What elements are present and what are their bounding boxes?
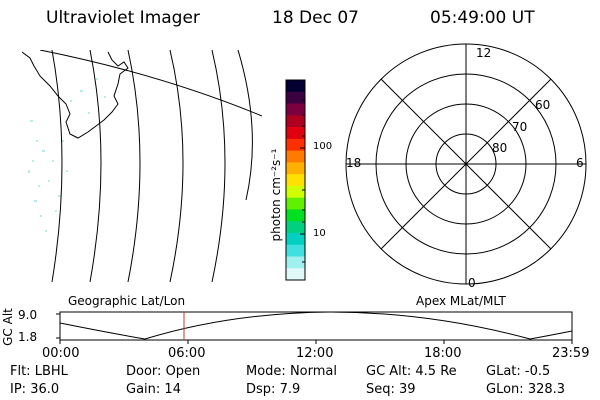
colorbar-band — [286, 138, 305, 152]
colorbar-band — [286, 232, 305, 246]
status-dsp-label: Dsp: — [246, 382, 276, 397]
lat-label-80: 80 — [492, 141, 508, 155]
colorbar-unit-label: photon cm⁻²s⁻¹ — [269, 148, 283, 242]
orbit-xtick-2: 12:00 — [296, 346, 334, 361]
time-label: 05:49:00 UT — [430, 8, 535, 28]
status-ip-value: 36.0 — [30, 382, 60, 397]
status-seq-value: 39 — [399, 382, 416, 397]
polar-plot — [345, 43, 587, 285]
status-dsp: Dsp: 7.9 — [246, 382, 300, 397]
status-mode-value: Normal — [289, 364, 337, 379]
altitude-curve — [59, 311, 573, 340]
status-mode-label: Mode: — [246, 364, 286, 379]
orbit-ylabel: GC Alt — [1, 308, 15, 346]
status-ip: IP: 36.0 — [10, 382, 59, 397]
colorbar-band — [286, 256, 305, 269]
mlt-diagonal-2 — [380, 78, 552, 250]
orbit-strip-frame — [59, 311, 573, 341]
status-gain-value: 14 — [164, 382, 181, 397]
colorbar-band — [286, 162, 305, 175]
status-dsp-value: 7.9 — [279, 382, 301, 397]
colorbar-band — [286, 91, 305, 105]
geographic-title: Geographic Lat/Lon — [68, 294, 186, 308]
colorbar-band — [286, 103, 305, 116]
orbit-ytick-bottom: 1.8 — [18, 330, 38, 344]
status-filter-value: LBHL — [34, 364, 68, 379]
mlt-label-dawn: 6 — [576, 156, 584, 170]
status-glon: GLon: 328.3 — [486, 382, 565, 397]
status-glon-value: 328.3 — [527, 382, 566, 397]
mlt-label-dusk: 18 — [346, 156, 362, 170]
orbit-ytick-top: 9.0 — [18, 308, 38, 322]
status-filter-label: Flt: — [10, 364, 31, 379]
colorbar-band — [286, 115, 305, 128]
status-gain-label: Gain: — [126, 382, 161, 397]
status-door-value: Open — [165, 364, 201, 379]
status-gc-alt-value: 4.5 Re — [415, 364, 457, 379]
mlt-label-midnight: 0 — [468, 276, 476, 290]
colorbar-tick-100: 100 — [313, 141, 333, 152]
colorbar-band — [286, 221, 305, 234]
lat-label-60: 60 — [535, 98, 551, 112]
status-gc-alt-label: GC Alt: — [366, 364, 412, 379]
colorbar-band — [286, 244, 305, 258]
status-glat-value: -0.5 — [524, 364, 551, 379]
geographic-map — [22, 50, 262, 282]
colorbar-band — [286, 174, 305, 187]
colorbar-band — [286, 185, 305, 199]
auroral-emission-speckle — [28, 78, 106, 232]
status-seq: Seq: 39 — [366, 382, 416, 397]
colorbar-band — [286, 268, 305, 281]
orbit-xtick-0: 00:00 — [42, 346, 80, 361]
colorbar-tick-10: 10 — [313, 228, 326, 239]
colorbar — [286, 80, 305, 281]
status-glat-label: GLat: — [486, 364, 521, 379]
instrument-title: Ultraviolet Imager — [46, 8, 200, 28]
longitude-lines — [51, 50, 253, 282]
colorbar-band — [286, 127, 305, 140]
status-seq-label: Seq: — [366, 382, 395, 397]
status-filter: Flt: LBHL — [10, 364, 68, 379]
orbit-xtick-3: 18:00 — [424, 346, 462, 361]
status-glat: GLat: -0.5 — [486, 364, 550, 379]
colorbar-ticks — [300, 99, 305, 263]
status-gain: Gain: 14 — [126, 382, 181, 397]
terminator-line — [39, 50, 262, 117]
coastline — [22, 51, 129, 139]
status-glon-label: GLon: — [486, 382, 524, 397]
status-ip-label: IP: — [10, 382, 27, 397]
colorbar-band — [286, 80, 305, 93]
colorbar-band — [286, 209, 305, 222]
date-label: 18 Dec 07 — [272, 8, 359, 28]
orbit-xtick-4: 23:59 — [552, 346, 590, 361]
mlt-label-noon: 12 — [476, 46, 492, 60]
orbit-strip-ticks — [56, 313, 573, 344]
status-door: Door: Open — [126, 364, 200, 379]
status-door-label: Door: — [126, 364, 162, 379]
colorbar-frame — [285, 79, 306, 281]
colorbar-band — [286, 197, 305, 211]
colorbar-band — [286, 150, 305, 163]
status-gc-alt: GC Alt: 4.5 Re — [366, 364, 457, 379]
lat-label-70: 70 — [512, 120, 528, 134]
orbit-xtick-1: 06:00 — [168, 346, 206, 361]
apex-title: Apex MLat/MLT — [416, 294, 506, 308]
status-mode: Mode: Normal — [246, 364, 337, 379]
